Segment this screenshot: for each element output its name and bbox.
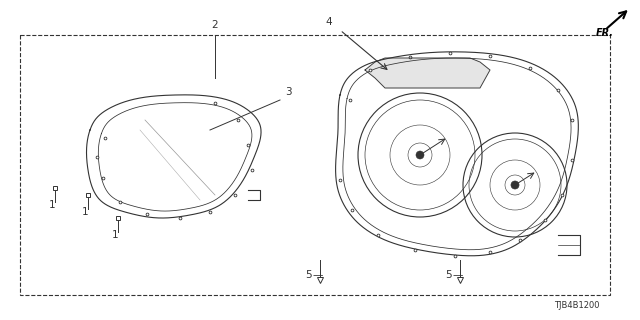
- Text: 2: 2: [212, 20, 218, 30]
- Bar: [20, 35, 610, 295]
- Circle shape: [511, 181, 519, 189]
- Text: 5: 5: [445, 270, 452, 280]
- Text: FR.: FR.: [596, 28, 614, 38]
- Text: 1: 1: [82, 207, 88, 217]
- Text: —: —: [313, 270, 323, 280]
- Text: 3: 3: [285, 87, 292, 97]
- Text: 1: 1: [112, 230, 118, 240]
- Text: 5: 5: [305, 270, 312, 280]
- Circle shape: [416, 151, 424, 159]
- Text: 1: 1: [49, 200, 55, 210]
- Text: —: —: [453, 270, 463, 280]
- Text: TJB4B1200: TJB4B1200: [554, 301, 600, 310]
- Polygon shape: [365, 58, 490, 88]
- Text: 4: 4: [325, 17, 332, 27]
